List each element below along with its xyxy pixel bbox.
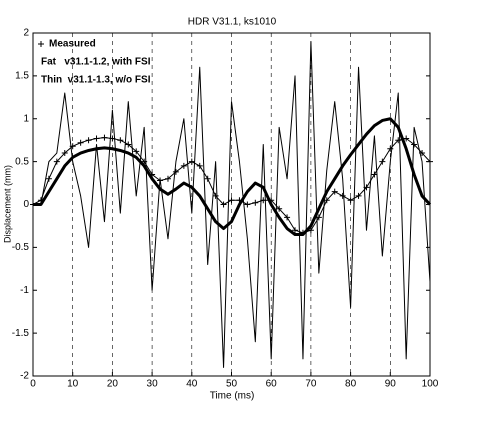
y-axis-label: Displacement (mm): [2, 165, 12, 243]
x-axis-label: Time (ms): [210, 391, 255, 402]
marker: [403, 135, 410, 142]
marker: [331, 188, 338, 195]
x-tick-label: 70: [305, 379, 317, 390]
series-line: [33, 41, 431, 368]
marker: [164, 175, 171, 182]
marker: [172, 168, 179, 175]
marker: [355, 192, 362, 199]
y-tick-label: 2: [23, 28, 29, 39]
legend-label: Fat v31.1-1.2, with FSI: [41, 57, 151, 68]
x-tick-label: 90: [385, 379, 397, 390]
x-tick-label: 100: [422, 379, 439, 390]
marker: [276, 205, 283, 212]
marker: [85, 137, 92, 144]
x-tick-label: 10: [67, 379, 79, 390]
x-tick-label: 50: [226, 379, 238, 390]
legend-marker: [38, 41, 44, 47]
chart-title: HDR V31.1, ks1010: [188, 17, 277, 28]
y-tick-label: 0: [23, 199, 29, 210]
marker: [77, 139, 84, 146]
marker: [244, 201, 251, 208]
marker: [427, 158, 433, 165]
marker: [387, 145, 394, 152]
marker: [220, 201, 227, 208]
legend-label: Thin v31.1-1.3, w/o FSI: [41, 75, 151, 86]
y-tick-label: 1: [23, 113, 29, 124]
x-tick-label: 0: [30, 379, 36, 390]
marker: [379, 158, 386, 165]
marker: [53, 158, 60, 165]
y-tick-label: 0.5: [15, 156, 29, 167]
marker: [347, 197, 354, 204]
marker: [93, 135, 100, 142]
marker: [339, 192, 346, 199]
marker: [292, 227, 299, 234]
marker: [284, 214, 291, 221]
marker: [212, 192, 219, 199]
y-tick-label: -1.5: [12, 328, 30, 339]
marker: [117, 137, 124, 144]
marker: [125, 141, 132, 148]
y-tick-label: -2: [20, 371, 29, 382]
marker: [395, 137, 402, 144]
marker: [180, 162, 187, 169]
y-tick-label: -1: [20, 285, 29, 296]
marker: [252, 199, 259, 206]
marker: [133, 148, 140, 155]
series-line: [33, 117, 432, 237]
x-tick-label: 30: [147, 379, 159, 390]
marker: [101, 134, 108, 141]
marker: [61, 150, 68, 157]
marker: [45, 175, 52, 182]
y-tick-label: -0.5: [12, 242, 30, 253]
y-tick-label: 1.5: [15, 71, 29, 82]
marker: [188, 158, 195, 165]
x-tick-label: 60: [266, 379, 278, 390]
x-tick-label: 40: [186, 379, 198, 390]
marker: [228, 197, 235, 204]
x-tick-label: 20: [107, 379, 119, 390]
marker: [196, 162, 203, 169]
marker: [371, 171, 378, 178]
marker: [411, 141, 418, 148]
x-tick-label: 80: [345, 379, 357, 390]
legend-label: Measured: [49, 39, 96, 50]
marker: [204, 175, 211, 182]
